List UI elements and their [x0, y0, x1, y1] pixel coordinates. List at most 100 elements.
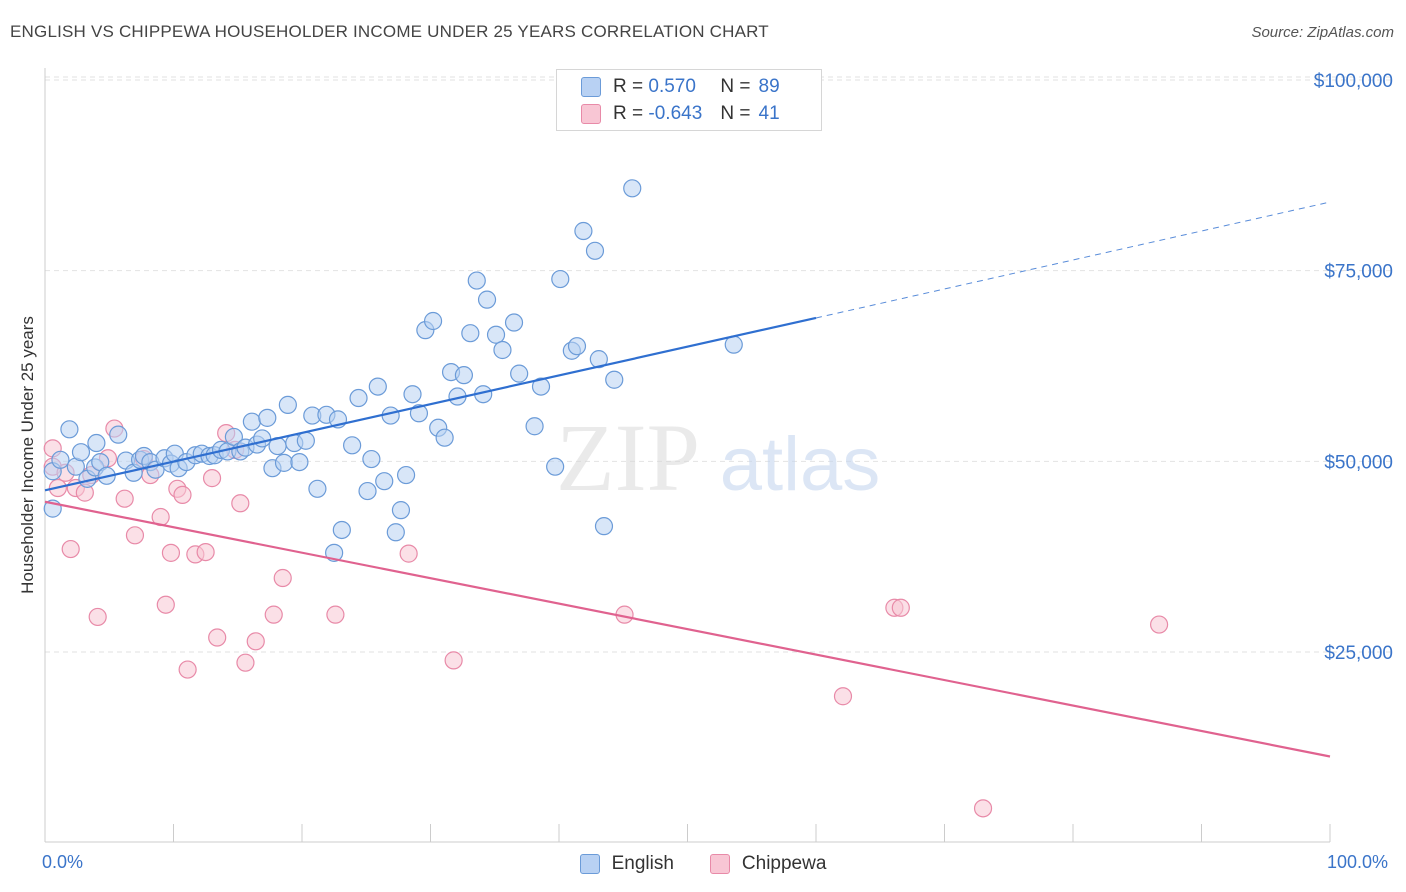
y-tick-label: $100,000: [1314, 71, 1393, 92]
y-tick-label: $25,000: [1324, 643, 1393, 664]
english-point: [386, 523, 405, 542]
chippewa-point: [444, 651, 463, 670]
english-point: [546, 457, 565, 476]
english-point: [308, 479, 327, 498]
chippewa-r-label: R =: [613, 103, 644, 124]
english-point: [391, 501, 411, 520]
chippewa-point: [125, 526, 145, 545]
english-trend-line: [44, 316, 817, 492]
english-trend-extension: [815, 201, 1331, 319]
english-point: [381, 406, 400, 425]
y-tick-label: $75,000: [1324, 262, 1393, 283]
english-point: [403, 385, 422, 404]
english-point: [510, 364, 529, 383]
chippewa-point: [61, 539, 80, 559]
english-point: [623, 179, 642, 198]
chippewa-trend-line: [44, 500, 1331, 758]
english-point: [531, 377, 551, 396]
english-legend-swatch: [579, 854, 600, 874]
english-point: [290, 452, 309, 472]
chippewa-point: [833, 687, 853, 706]
chippewa-point: [973, 799, 993, 818]
chippewa-point: [326, 605, 345, 624]
legend-item-chippewa[interactable]: Chippewa: [709, 853, 826, 875]
chippewa-point: [156, 595, 175, 614]
chippewa-point: [891, 598, 910, 617]
chippewa-point: [1149, 615, 1169, 634]
english-point: [567, 337, 587, 356]
chippewa-point: [161, 543, 181, 562]
english-point: [504, 313, 524, 332]
english-point: [325, 543, 344, 562]
chippewa-point: [178, 660, 197, 679]
chippewa-point: [246, 632, 265, 651]
english-point: [368, 377, 387, 396]
english-point: [258, 408, 277, 427]
english-point: [461, 324, 480, 343]
english-point: [343, 436, 362, 455]
legend-row-chippewa: R = -0.643 N = 41: [581, 102, 780, 126]
english-points: [43, 179, 743, 562]
legend-row-english: R = 0.570 N = 89: [581, 75, 780, 99]
x-tick-label-min: 0.0%: [42, 852, 84, 872]
english-point: [332, 520, 351, 540]
chippewa-n-label: N =: [720, 103, 751, 124]
english-point: [574, 221, 593, 241]
english-legend-label: English: [611, 853, 674, 874]
legend-item-english[interactable]: English: [579, 853, 674, 875]
series-legend: English Chippewa: [0, 853, 1406, 875]
english-point: [525, 417, 544, 436]
chippewa-swatch: [581, 104, 601, 124]
y-tick-labels: $25,000 $50,000 $75,000 $100,000: [1314, 71, 1393, 664]
english-point: [87, 433, 106, 453]
english-point: [594, 517, 614, 536]
watermark-atlas: atlas: [720, 422, 881, 507]
english-point: [253, 429, 272, 448]
english-point: [296, 431, 315, 450]
english-point: [423, 311, 443, 331]
english-n-label: N =: [720, 76, 751, 97]
chippewa-point: [173, 485, 192, 504]
watermark-zip: ZIP: [556, 404, 700, 511]
english-point: [71, 443, 91, 462]
trend-lines: [44, 201, 1331, 758]
english-point: [493, 340, 512, 360]
chippewa-point: [236, 653, 255, 672]
english-point: [409, 404, 429, 423]
english-point: [486, 325, 506, 344]
chippewa-r-value: -0.643: [648, 103, 703, 124]
english-point: [589, 350, 608, 369]
english-point: [274, 453, 294, 472]
english-r-label: R =: [613, 76, 644, 97]
watermark: ZIP atlas: [556, 404, 880, 511]
chippewa-point: [264, 605, 283, 624]
chippewa-n-value: 41: [758, 103, 780, 124]
y-axis-label: Householder Income Under 25 years: [18, 316, 37, 594]
chippewa-point: [202, 469, 222, 488]
english-point: [467, 271, 486, 290]
english-swatch: [581, 77, 601, 97]
english-point: [278, 395, 297, 414]
english-point: [605, 370, 624, 389]
english-point: [477, 290, 497, 309]
english-point: [551, 269, 570, 289]
english-point: [60, 420, 79, 439]
chippewa-point: [196, 542, 215, 562]
english-point: [242, 412, 261, 431]
chippewa-point: [273, 568, 292, 588]
english-point: [362, 449, 381, 469]
english-point: [454, 366, 474, 385]
english-n-value: 89: [758, 76, 780, 97]
stats-legend: R = 0.570 N = 89 R = -0.643 N = 41: [556, 69, 822, 131]
axes: [44, 68, 1331, 843]
grid-lines: [45, 76, 1395, 653]
chippewa-legend-swatch: [709, 854, 730, 874]
english-point: [358, 481, 377, 501]
chippewa-point: [399, 544, 418, 563]
x-tick-label-max: 100.0%: [1327, 852, 1389, 872]
english-point: [109, 425, 128, 444]
y-tick-label: $50,000: [1324, 452, 1393, 473]
english-point: [396, 465, 416, 485]
english-point: [349, 388, 368, 408]
